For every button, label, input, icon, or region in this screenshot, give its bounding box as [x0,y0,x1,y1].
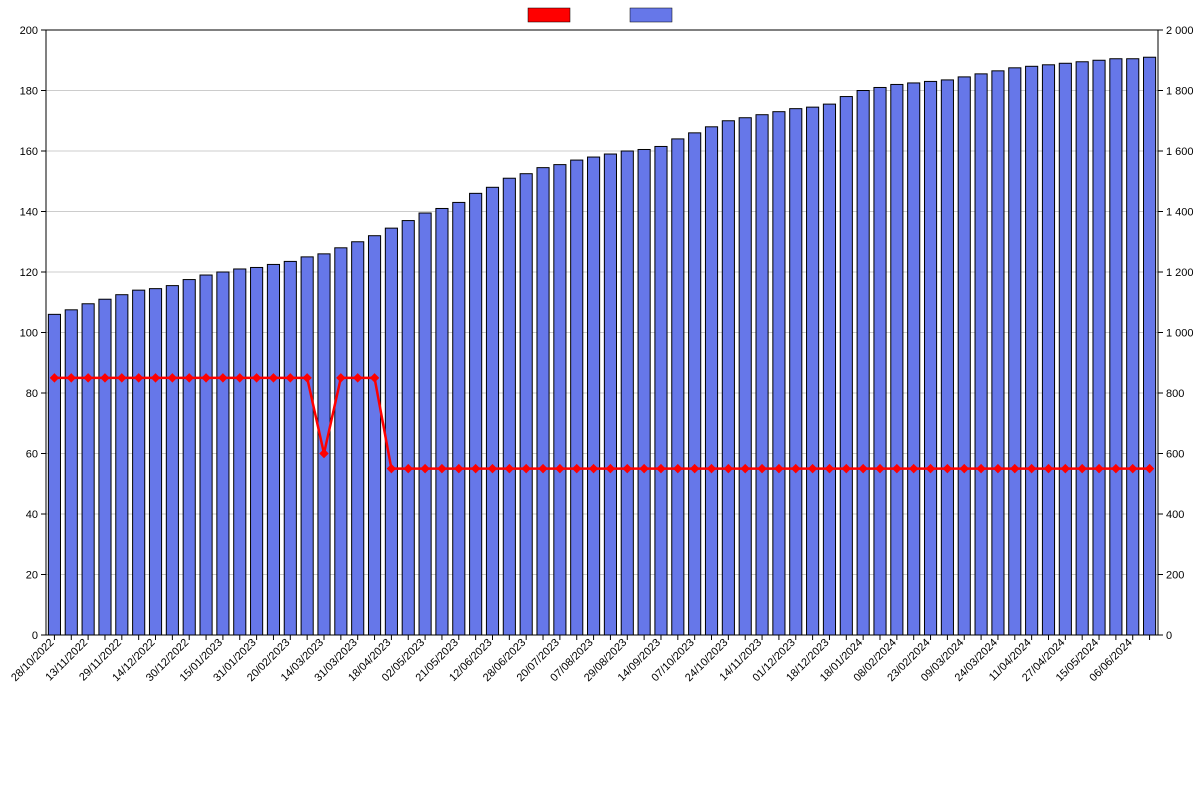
y-right-tick-label: 1 400 [1166,207,1194,219]
bar [352,242,364,635]
bar [99,299,111,635]
bar [82,304,94,635]
bar [975,74,987,635]
bar [739,118,751,635]
bar [1110,59,1122,635]
y-right-tick-label: 400 [1166,509,1184,521]
bar [149,289,161,635]
bar [891,84,903,635]
chart-svg: 0 20 40 60 80 100 120 140 160 180 200 0 200 400 600 800… [0,0,1200,800]
bar [318,254,330,635]
bar [284,261,296,635]
bar [1059,63,1071,635]
bar [655,146,667,635]
y-right-tick-label: 1 200 [1166,267,1194,279]
bar [1144,57,1156,635]
bar [908,83,920,635]
bar [217,272,229,635]
y-left-tick-label: 80 [26,388,38,400]
bar [554,165,566,635]
bar [773,112,785,635]
bar [1076,62,1088,635]
y-left-tick-label: 120 [20,267,38,279]
bar [335,248,347,635]
y-left-tick-label: 140 [20,207,38,219]
legend-swatch [630,8,672,22]
bar [470,193,482,635]
bar [419,213,431,635]
bar [672,139,684,635]
y-left-tick-label: 20 [26,570,38,582]
y-left-tick-label: 160 [20,146,38,158]
bar [1026,66,1038,635]
bar [756,115,768,635]
bar [65,310,77,635]
bar [453,202,465,635]
y-right-tick-label: 0 [1166,630,1172,642]
bar [537,168,549,635]
bar [924,81,936,635]
bar [705,127,717,635]
bar [251,267,263,635]
y-left-tick-label: 0 [32,630,38,642]
bar [402,221,414,635]
y-right-tick-label: 1 800 [1166,86,1194,98]
bar [941,80,953,635]
bar [840,97,852,635]
bar [436,208,448,635]
chart-container: 0 20 40 60 80 100 120 140 160 180 200 0 200 400 600 800… [0,0,1200,800]
bar [807,107,819,635]
bar [234,269,246,635]
y-left-tick-label: 100 [20,328,38,340]
bar [486,187,498,635]
bar [1127,59,1139,635]
y-left-tick-label: 40 [26,509,38,521]
bar [857,91,869,636]
y-right-tick-label: 800 [1166,388,1184,400]
bar [301,257,313,635]
bar [1042,65,1054,635]
bar [520,174,532,635]
bar [722,121,734,635]
bar [992,71,1004,635]
y-right-tick-label: 1 600 [1166,146,1194,158]
bar [1093,60,1105,635]
y-right-tick-label: 200 [1166,570,1184,582]
bar [604,154,616,635]
bar [571,160,583,635]
bar [116,295,128,635]
y-left-tick-label: 60 [26,449,38,461]
bar [48,314,60,635]
bar [368,236,380,635]
y-right-tick-label: 600 [1166,449,1184,461]
bar [689,133,701,635]
bar [958,77,970,635]
bar [267,264,279,635]
y-right-tick-label: 1 000 [1166,328,1194,340]
bar [166,286,178,635]
bar [588,157,600,635]
bar [200,275,212,635]
bar [183,280,195,635]
y-left-tick-label: 200 [20,25,38,37]
bar [503,178,515,635]
y-left-tick-label: 180 [20,86,38,98]
bar [638,149,650,635]
bar [385,228,397,635]
bar [790,109,802,635]
bar [874,87,886,635]
legend-swatch [528,8,570,22]
bar [133,290,145,635]
bar [1009,68,1021,635]
y-right-tick-label: 2 000 [1166,25,1194,37]
bar [621,151,633,635]
bar [823,104,835,635]
